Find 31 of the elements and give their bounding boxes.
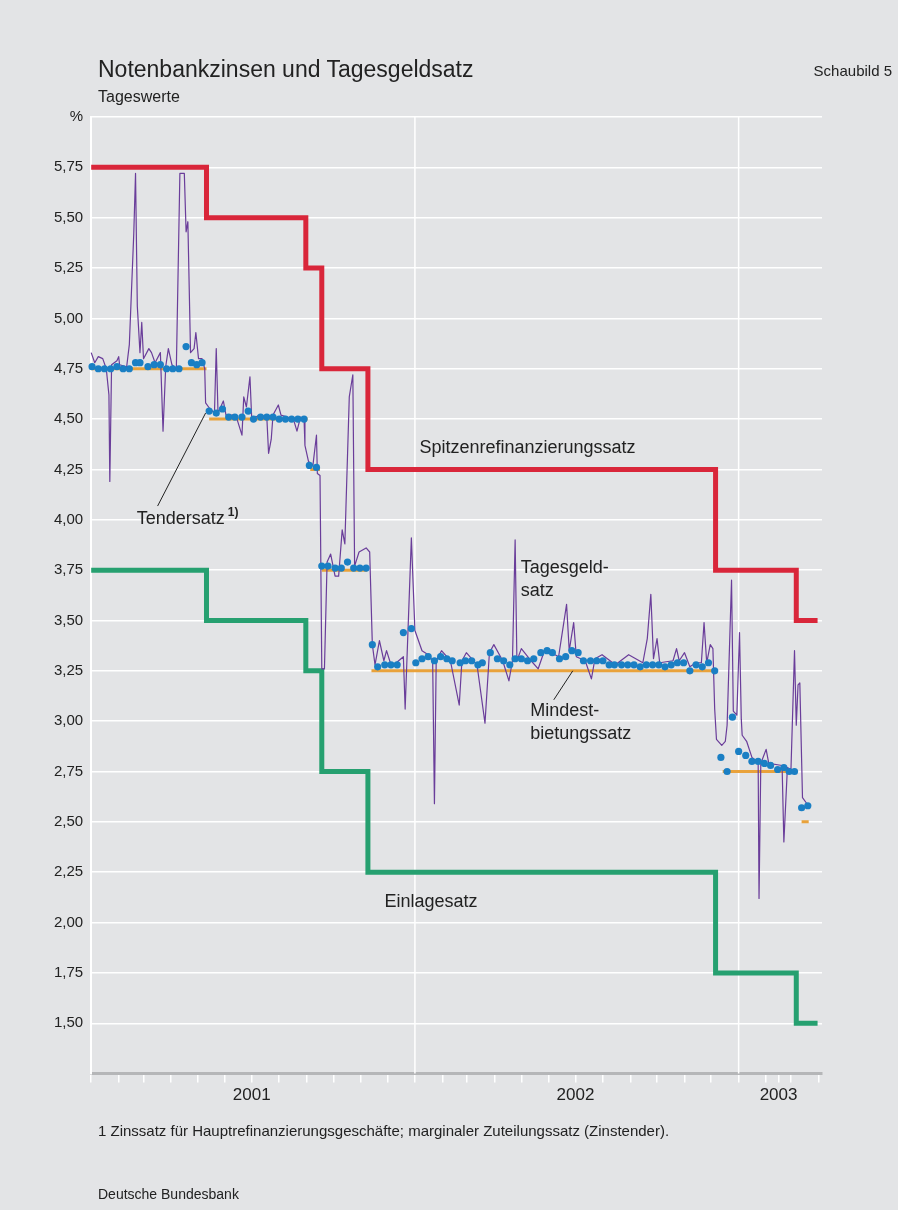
y-tick-label: 4,00 (53, 509, 84, 527)
y-tick-label: 3,50 (53, 610, 84, 628)
x-tick-label: 2003 (759, 1085, 798, 1105)
y-tick-label: 5,75 (53, 157, 84, 175)
chart-title: Notenbankzinsen und Tagesgeldsatz (98, 56, 474, 83)
y-tick-label: 2,25 (53, 862, 84, 880)
x-tick-label: 2001 (232, 1085, 271, 1105)
y-tick-label: 5,25 (53, 258, 84, 276)
y-tick-label: 5,50 (53, 207, 84, 225)
y-tick-label: 1,50 (53, 1013, 84, 1031)
text: Schaubild 5 (813, 62, 892, 79)
y-tick-label: 4,50 (53, 409, 84, 427)
text: 1 Zinssatz für Hauptrefinanzierungsgeschäfte; marginaler Zuteilungssatz (Zinstender). (98, 1122, 671, 1140)
annotation: Einlagesatz (384, 891, 478, 912)
y-tick-label: 4,25 (53, 459, 84, 477)
annotation: Spitzenrefinanzierungssatz (419, 436, 636, 457)
annotation: Tagesgeld- satz (520, 557, 609, 601)
y-tick-label: % (69, 107, 84, 125)
x-tick-label: 2002 (556, 1085, 595, 1105)
annotation: Mindest- bietungssatz (530, 700, 632, 744)
y-tick-label: 2,50 (53, 812, 84, 829)
y-tick-label: 5,00 (53, 308, 84, 326)
y-tick-label: 3,25 (53, 660, 84, 678)
y-tick-label: 4,75 (53, 358, 84, 376)
y-tick-label: 3,75 (53, 560, 84, 578)
y-tick-label: 1,75 (53, 963, 84, 981)
y-tick-label: 2,75 (53, 761, 84, 779)
chart-subtitle: Tageswerte (98, 88, 180, 106)
y-tick-label: 3,00 (53, 711, 84, 729)
text: Deutsche Bundesbank (98, 1186, 239, 1202)
y-tick-label: 2,00 (53, 912, 84, 930)
